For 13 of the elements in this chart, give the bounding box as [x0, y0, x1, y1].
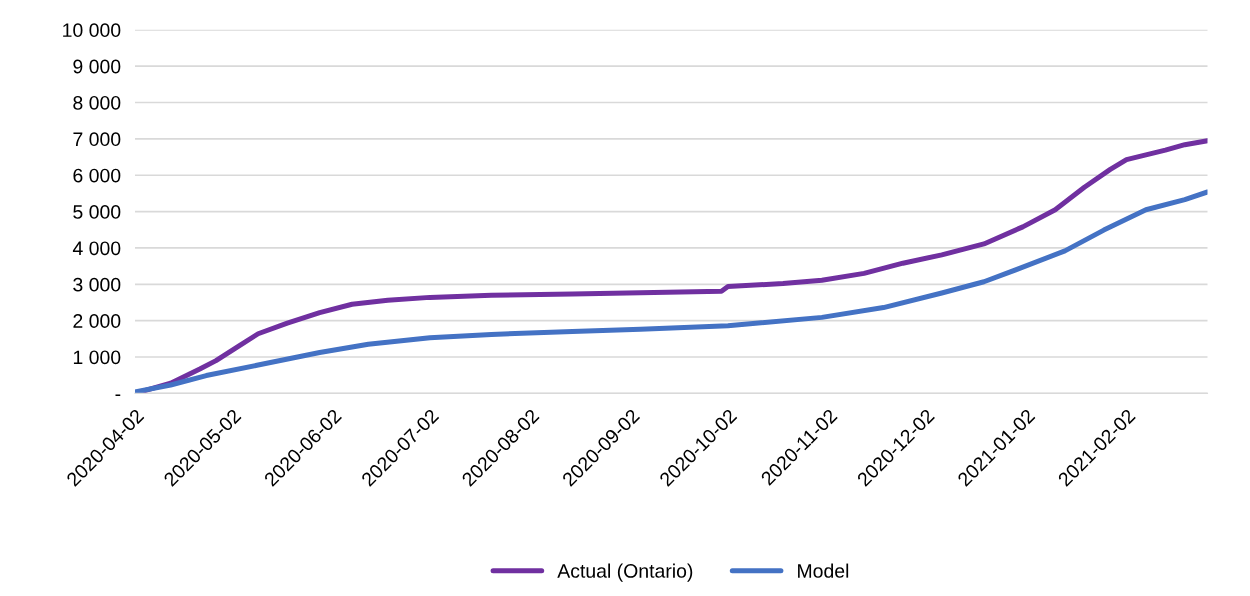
y-tick-label: 1 000 — [73, 350, 121, 365]
legend-label: Model — [798, 563, 849, 578]
y-tick-label: 6 000 — [73, 168, 121, 183]
y-tick-label: 2 000 — [73, 314, 121, 328]
y-tick-label: 8 000 — [73, 95, 121, 110]
y-tick-label: 3 000 — [73, 277, 121, 292]
y-tick-label: 7 000 — [73, 132, 121, 147]
y-tick-label: - — [115, 394, 121, 396]
y-tick-label: 10 000 — [63, 23, 121, 38]
y-tick-label: 4 000 — [72, 241, 121, 256]
legend-label: Actual (Ontario) — [557, 563, 693, 582]
y-tick-label: 5 000 — [73, 205, 121, 219]
y-tick-label: 9 000 — [73, 59, 121, 74]
